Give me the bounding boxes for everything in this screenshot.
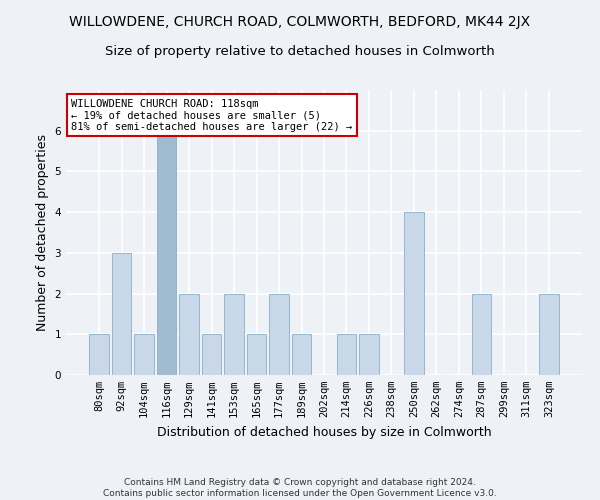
Text: Contains HM Land Registry data © Crown copyright and database right 2024.
Contai: Contains HM Land Registry data © Crown c…: [103, 478, 497, 498]
Y-axis label: Number of detached properties: Number of detached properties: [36, 134, 49, 331]
Bar: [269, 294, 289, 375]
Text: Size of property relative to detached houses in Colmworth: Size of property relative to detached ho…: [105, 45, 495, 58]
Text: WILLOWDENE, CHURCH ROAD, COLMWORTH, BEDFORD, MK44 2JX: WILLOWDENE, CHURCH ROAD, COLMWORTH, BEDF…: [70, 15, 530, 29]
Bar: [134, 334, 154, 375]
Bar: [89, 334, 109, 375]
X-axis label: Distribution of detached houses by size in Colmworth: Distribution of detached houses by size …: [157, 426, 491, 438]
Bar: [157, 130, 176, 375]
Bar: [247, 334, 266, 375]
Bar: [202, 334, 221, 375]
Bar: [337, 334, 356, 375]
Bar: [292, 334, 311, 375]
Bar: [112, 253, 131, 375]
Bar: [472, 294, 491, 375]
Bar: [404, 212, 424, 375]
Text: WILLOWDENE CHURCH ROAD: 118sqm
← 19% of detached houses are smaller (5)
81% of s: WILLOWDENE CHURCH ROAD: 118sqm ← 19% of …: [71, 98, 352, 132]
Bar: [224, 294, 244, 375]
Bar: [359, 334, 379, 375]
Bar: [179, 294, 199, 375]
Bar: [539, 294, 559, 375]
